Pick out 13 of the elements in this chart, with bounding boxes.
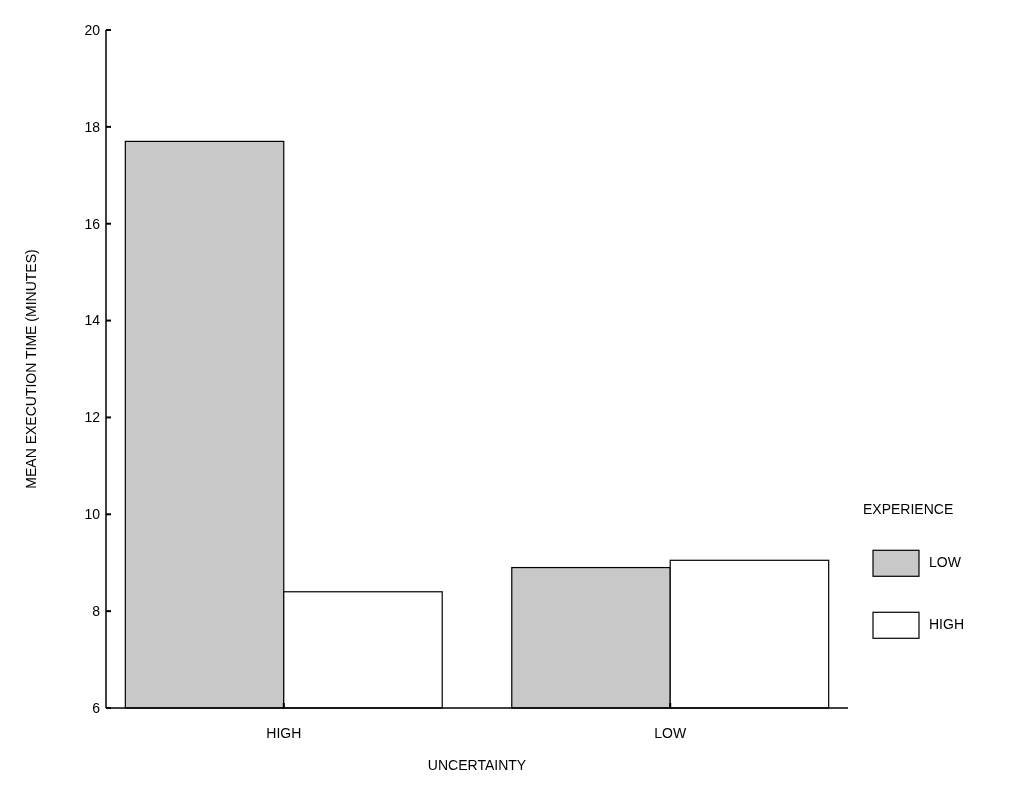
y-axis-title: MEAN EXECUTION TIME (MINUTES) (23, 249, 39, 489)
y-tick-label: 20 (84, 21, 101, 38)
y-tick-label: 10 (84, 506, 101, 523)
y-tick-label: 8 (92, 603, 101, 620)
legend-label: LOW (929, 554, 962, 571)
legend-title: EXPERIENCE (863, 501, 954, 518)
y-tick-label: 16 (84, 215, 101, 232)
y-tick-label: 12 (84, 409, 101, 426)
x-axis-title: UNCERTAINTY (427, 757, 527, 773)
y-tick-label: 14 (84, 312, 101, 329)
y-tick-label: 6 (92, 699, 101, 716)
legend-label: HIGH (929, 616, 964, 633)
y-tick-label: 18 (84, 118, 101, 135)
